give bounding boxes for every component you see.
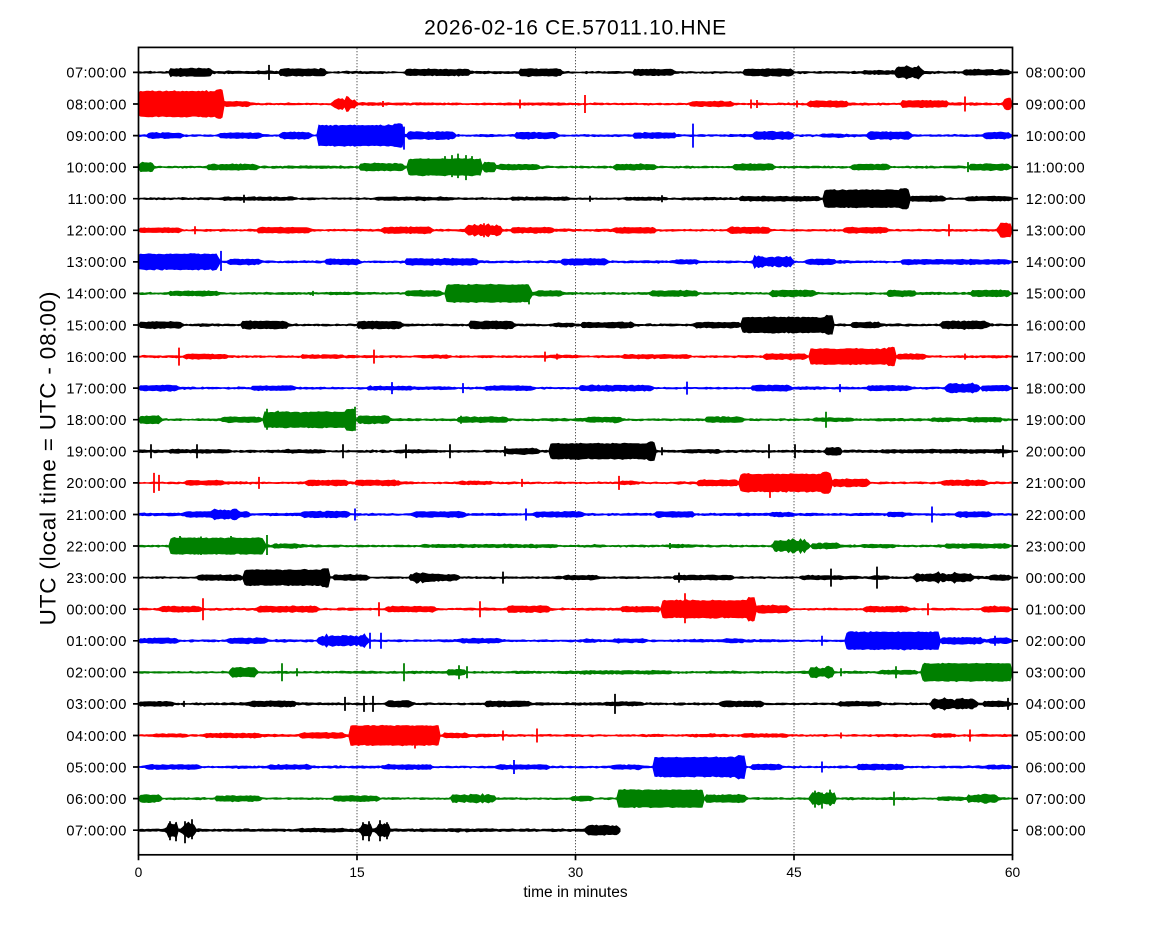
- svg-text:17:00:00: 17:00:00: [66, 381, 126, 397]
- svg-text:15:00:00: 15:00:00: [66, 318, 126, 334]
- svg-text:08:00:00: 08:00:00: [1026, 66, 1086, 82]
- svg-text:21:00:00: 21:00:00: [1026, 476, 1086, 492]
- svg-text:08:00:00: 08:00:00: [1026, 824, 1086, 840]
- svg-text:2026-02-16 CE.57011.10.HNE: 2026-02-16 CE.57011.10.HNE: [424, 16, 727, 39]
- svg-text:20:00:00: 20:00:00: [1026, 445, 1086, 461]
- svg-text:12:00:00: 12:00:00: [66, 224, 126, 240]
- svg-text:01:00:00: 01:00:00: [66, 634, 126, 650]
- svg-text:11:00:00: 11:00:00: [67, 192, 126, 208]
- svg-text:02:00:00: 02:00:00: [1026, 634, 1086, 650]
- svg-text:05:00:00: 05:00:00: [1026, 729, 1086, 745]
- svg-text:19:00:00: 19:00:00: [1026, 413, 1086, 429]
- svg-text:16:00:00: 16:00:00: [66, 350, 126, 366]
- svg-text:15:00:00: 15:00:00: [1026, 287, 1086, 303]
- svg-text:00:00:00: 00:00:00: [1026, 571, 1086, 587]
- svg-text:06:00:00: 06:00:00: [66, 792, 126, 808]
- svg-text:13:00:00: 13:00:00: [66, 255, 126, 271]
- svg-text:13:00:00: 13:00:00: [1026, 224, 1086, 240]
- svg-text:18:00:00: 18:00:00: [66, 413, 126, 429]
- svg-text:UTC (local time = UTC - 08:00): UTC (local time = UTC - 08:00): [36, 291, 61, 626]
- svg-text:09:00:00: 09:00:00: [66, 129, 126, 145]
- svg-text:07:00:00: 07:00:00: [66, 66, 126, 82]
- svg-text:time in minutes: time in minutes: [523, 884, 627, 901]
- svg-text:03:00:00: 03:00:00: [1026, 666, 1086, 682]
- svg-text:0: 0: [135, 865, 143, 880]
- svg-text:04:00:00: 04:00:00: [66, 729, 126, 745]
- svg-text:06:00:00: 06:00:00: [1026, 760, 1086, 776]
- svg-text:01:00:00: 01:00:00: [1026, 603, 1086, 619]
- svg-text:17:00:00: 17:00:00: [1026, 350, 1086, 366]
- svg-text:18:00:00: 18:00:00: [1026, 381, 1086, 397]
- svg-text:14:00:00: 14:00:00: [66, 287, 126, 303]
- svg-text:45: 45: [786, 865, 802, 880]
- svg-text:20:00:00: 20:00:00: [66, 476, 126, 492]
- svg-text:04:00:00: 04:00:00: [1026, 697, 1086, 713]
- svg-text:23:00:00: 23:00:00: [1026, 539, 1086, 555]
- svg-text:12:00:00: 12:00:00: [1026, 192, 1086, 208]
- svg-text:16:00:00: 16:00:00: [1026, 318, 1086, 334]
- svg-text:22:00:00: 22:00:00: [66, 539, 126, 555]
- svg-text:02:00:00: 02:00:00: [66, 666, 126, 682]
- svg-text:10:00:00: 10:00:00: [66, 160, 126, 176]
- svg-text:21:00:00: 21:00:00: [66, 508, 126, 524]
- svg-text:19:00:00: 19:00:00: [66, 445, 126, 461]
- svg-text:30: 30: [568, 865, 584, 880]
- svg-text:60: 60: [1005, 865, 1021, 880]
- svg-text:15: 15: [349, 865, 365, 880]
- svg-text:09:00:00: 09:00:00: [1026, 97, 1086, 113]
- svg-text:07:00:00: 07:00:00: [66, 824, 126, 840]
- svg-text:03:00:00: 03:00:00: [66, 697, 126, 713]
- svg-text:22:00:00: 22:00:00: [1026, 508, 1086, 524]
- svg-text:07:00:00: 07:00:00: [1026, 792, 1086, 808]
- svg-text:08:00:00: 08:00:00: [66, 97, 126, 113]
- svg-text:23:00:00: 23:00:00: [66, 571, 126, 587]
- svg-text:05:00:00: 05:00:00: [66, 760, 126, 776]
- svg-text:00:00:00: 00:00:00: [66, 603, 126, 619]
- svg-text:14:00:00: 14:00:00: [1026, 255, 1086, 271]
- svg-text:11:00:00: 11:00:00: [1026, 160, 1085, 176]
- svg-text:10:00:00: 10:00:00: [1026, 129, 1086, 145]
